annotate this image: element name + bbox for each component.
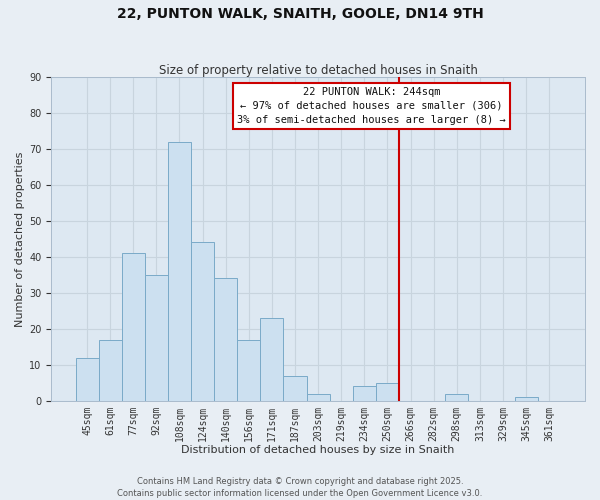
Bar <box>98 340 122 400</box>
Bar <box>76 358 98 401</box>
Bar <box>445 394 469 400</box>
Bar <box>353 386 376 400</box>
Text: Contains HM Land Registry data © Crown copyright and database right 2025.
Contai: Contains HM Land Registry data © Crown c… <box>118 476 482 498</box>
Text: 22 PUNTON WALK: 244sqm
← 97% of detached houses are smaller (306)
3% of semi-det: 22 PUNTON WALK: 244sqm ← 97% of detached… <box>237 86 506 124</box>
Bar <box>307 394 329 400</box>
X-axis label: Distribution of detached houses by size in Snaith: Distribution of detached houses by size … <box>181 445 455 455</box>
Bar <box>122 253 145 400</box>
Bar <box>214 278 237 400</box>
Title: Size of property relative to detached houses in Snaith: Size of property relative to detached ho… <box>158 64 478 77</box>
Bar <box>168 142 191 400</box>
Y-axis label: Number of detached properties: Number of detached properties <box>15 151 25 326</box>
Bar <box>191 242 214 400</box>
Bar <box>376 382 399 400</box>
Text: 22, PUNTON WALK, SNAITH, GOOLE, DN14 9TH: 22, PUNTON WALK, SNAITH, GOOLE, DN14 9TH <box>116 8 484 22</box>
Bar <box>515 397 538 400</box>
Bar <box>283 376 307 400</box>
Bar <box>237 340 260 400</box>
Bar <box>260 318 283 400</box>
Bar <box>145 275 168 400</box>
